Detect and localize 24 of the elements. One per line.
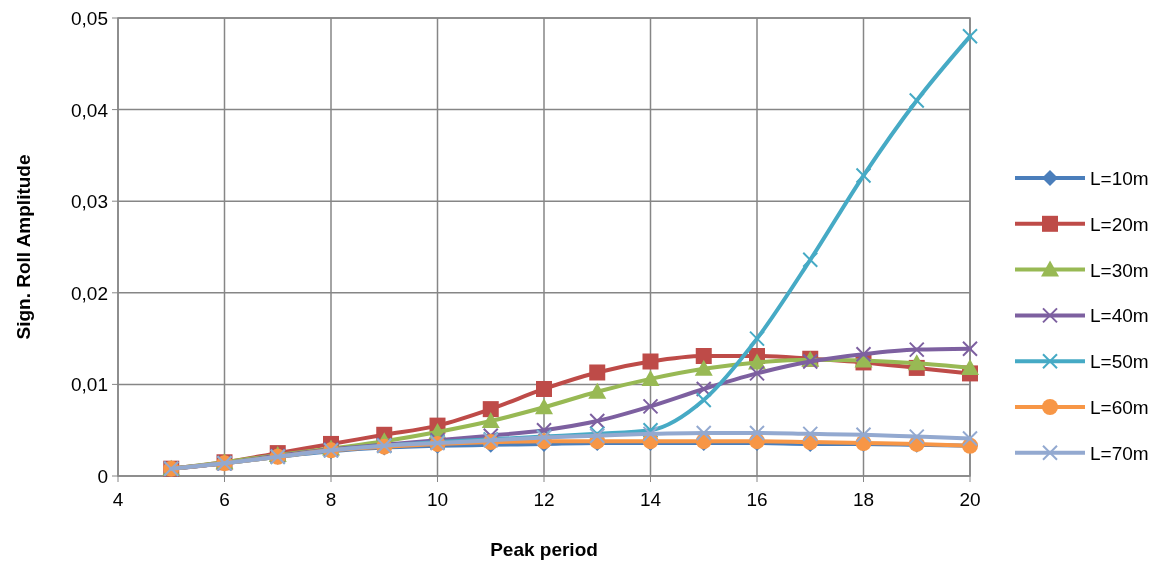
- legend-label: L=10m: [1090, 168, 1149, 189]
- y-tick-label: 0,04: [71, 99, 109, 121]
- legend-label: L=70m: [1090, 442, 1149, 464]
- x-axis-title: Peak period: [490, 539, 598, 560]
- x-tick-label: 18: [852, 489, 875, 510]
- legend-label: L=40m: [1090, 305, 1149, 327]
- x-tick-label: 14: [639, 489, 662, 510]
- legend-label: L=20m: [1090, 213, 1149, 235]
- legend-label: L=60m: [1090, 397, 1149, 418]
- x-tick-label: 12: [533, 489, 555, 510]
- legend-label: L=30m: [1090, 259, 1149, 281]
- y-tick-label: 0,01: [71, 374, 108, 396]
- y-tick-label: 0: [97, 466, 108, 487]
- legend-label: L=50m: [1090, 351, 1149, 373]
- y-tick-label: 0,03: [71, 191, 108, 213]
- x-tick-label: 4: [112, 489, 124, 510]
- y-tick-label: 0,05: [71, 8, 108, 29]
- x-tick-label: 10: [426, 489, 449, 510]
- x-tick-label: 20: [959, 489, 981, 510]
- y-tick-label: 0,02: [71, 282, 108, 304]
- x-tick-label: 16: [746, 489, 768, 510]
- x-tick-label: 8: [325, 489, 337, 510]
- x-tick-label: 6: [219, 489, 230, 510]
- y-axis-title: Sign. Roll Amplitude: [13, 154, 34, 340]
